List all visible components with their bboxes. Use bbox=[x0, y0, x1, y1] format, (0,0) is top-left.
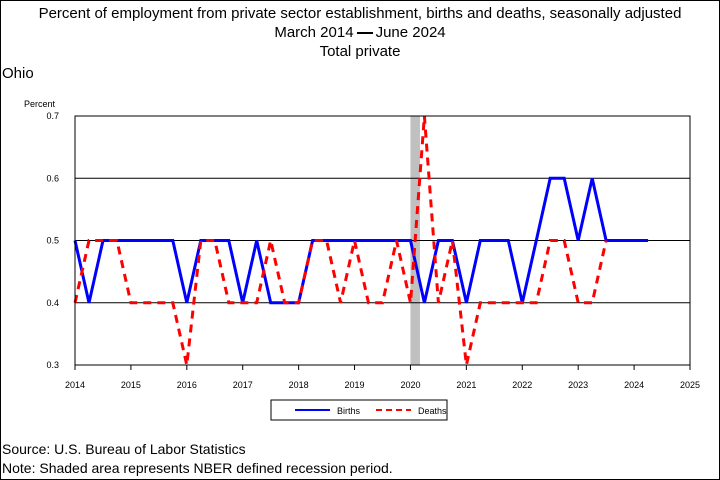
source-note: Source: U.S. Bureau of Labor Statistics bbox=[2, 441, 246, 457]
x-tick-label: 2025 bbox=[680, 380, 700, 390]
x-tick-label: 2023 bbox=[568, 380, 588, 390]
x-tick-label: 2024 bbox=[624, 380, 644, 390]
chart-subtitle: Total private bbox=[319, 43, 401, 60]
legend: Births Deaths bbox=[270, 399, 448, 421]
line-chart: 0.3 0.4 0.5 0.6 0.7 2014 2015 2016 2017 2018 2019 2… bbox=[24, 99, 700, 421]
recession-note: Note: Shaded area represents NBER define… bbox=[2, 460, 393, 476]
legend-box bbox=[270, 399, 448, 421]
x-tick-label: 2020 bbox=[400, 380, 420, 390]
y-axis-label: Percent bbox=[24, 99, 56, 109]
y-tick-label: 0.4 bbox=[46, 298, 59, 308]
y-tick-label: 0.3 bbox=[46, 360, 59, 370]
x-tick-label: 2018 bbox=[289, 380, 309, 390]
y-tick-label: 0.5 bbox=[46, 236, 59, 246]
chart-period: March 2014 June 2024 bbox=[0, 24, 720, 42]
legend-deaths-label: Deaths bbox=[418, 406, 447, 416]
period-end: June 2024 bbox=[375, 24, 446, 41]
x-tick-label: 2014 bbox=[65, 380, 85, 390]
region-label: Ohio bbox=[2, 65, 34, 82]
series-births-line bbox=[73, 176, 649, 305]
x-tick-label: 2021 bbox=[456, 380, 476, 390]
plot-border bbox=[74, 115, 691, 366]
x-tick-label: 2015 bbox=[121, 380, 141, 390]
legend-births-label: Births bbox=[337, 406, 361, 416]
period-start: March 2014 bbox=[274, 24, 354, 41]
x-tick-label: 2019 bbox=[345, 380, 365, 390]
period-dash-icon bbox=[356, 32, 373, 35]
y-tick-label: 0.6 bbox=[46, 173, 59, 183]
chart-title: Percent of employment from private secto… bbox=[38, 5, 682, 22]
x-tick-label: 2016 bbox=[177, 380, 197, 390]
x-tick-label: 2017 bbox=[233, 380, 253, 390]
y-tick-label: 0.7 bbox=[46, 111, 59, 121]
x-tick-label: 2022 bbox=[512, 380, 532, 390]
series-deaths-line bbox=[73, 115, 608, 366]
